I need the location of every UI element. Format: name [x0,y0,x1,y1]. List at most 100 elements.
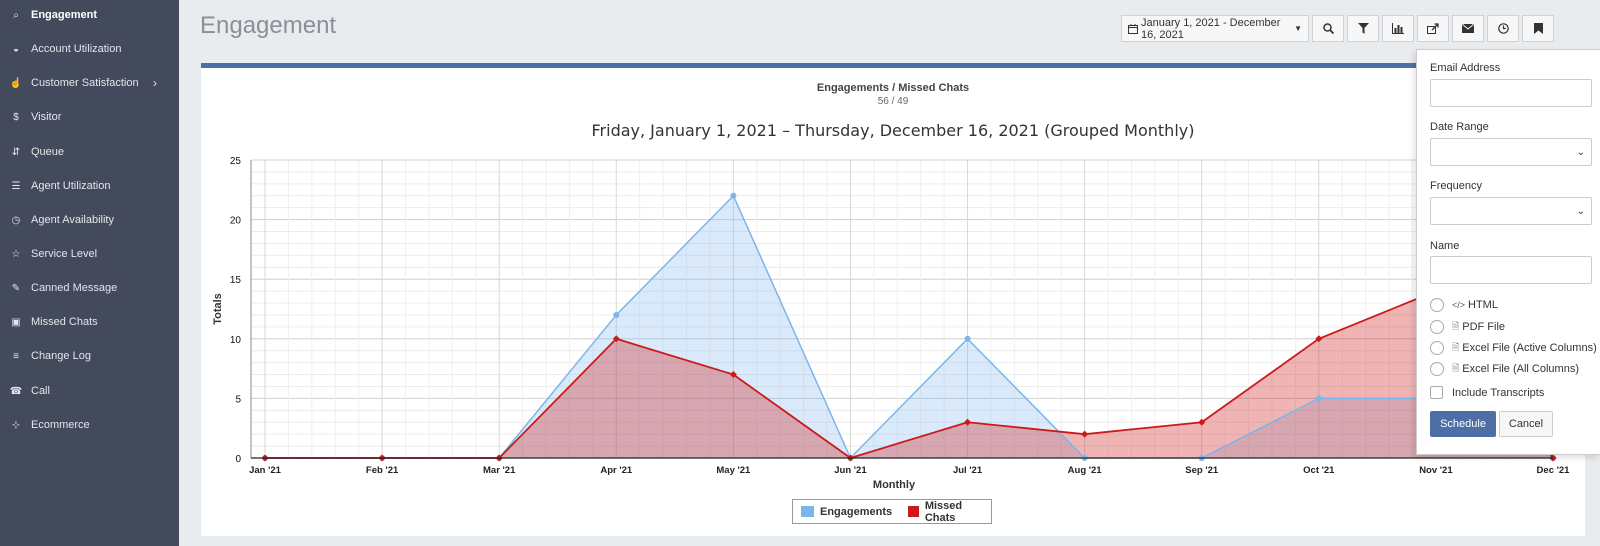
schedule-button[interactable] [1487,15,1519,42]
format-label: PDF File [1462,321,1506,333]
legend-label: Engagements [820,505,893,518]
radio-button[interactable] [1430,362,1444,376]
chat-icon: ⌕ [13,9,19,21]
sidebar-item-service-level[interactable]: ☆ Service Level [0,239,179,269]
dollar-icon: $ [13,111,19,123]
sidebar-item-label: Customer Satisfaction [31,77,139,89]
format-option-html[interactable]: </> HTML [1430,298,1498,312]
chevron-down-icon: ⌄ [1576,206,1585,217]
sidebar-item-ecommerce[interactable]: ⊹ Ecommerce [0,410,179,440]
sidebar-item-label: Account Utilization [31,43,122,55]
chevron-right-icon: › [153,76,157,90]
camera-icon: ▣ [11,316,21,328]
format-label: HTML [1468,299,1498,311]
summary-value: 56 / 49 [877,96,909,107]
sidebar-item-agent-availability[interactable]: ◷ Agent Availability [0,205,179,235]
sidebar-item-label: Call [31,385,50,397]
format-label: Excel File (Active Columns) [1462,342,1597,354]
format-option-excel-active[interactable]: 🗎 Excel File (Active Columns) [1430,340,1597,356]
format-label: Excel File (All Columns) [1462,363,1579,375]
chevron-down-icon: ⌄ [1576,147,1585,158]
schedule-report-form: Email Address Date Range ⌄ Frequency ⌄ N… [1416,49,1600,455]
star-icon: ☆ [11,248,21,260]
frequency-select[interactable]: ⌄ [1430,197,1592,225]
legend-item[interactable]: Engagements [801,506,892,518]
share-button[interactable] [1417,15,1449,42]
phone-icon: ☎ [9,385,23,397]
radio-button[interactable] [1430,298,1444,312]
email-label: Email Address [1430,62,1501,74]
radio-button[interactable] [1430,341,1444,355]
date-range-select[interactable]: ⌄ [1430,138,1592,166]
clock-icon: ◷ [11,214,21,226]
sidebar-item-label: Agent Availability [31,214,114,226]
sidebar-item-queue[interactable]: ⇵ Queue [0,137,179,167]
chart-panel: Engagements / Missed Chats 56 / 49 Frida… [201,63,1585,536]
date-range-label: January 1, 2021 - December 16, 2021 [1141,16,1281,41]
cancel-button[interactable]: Cancel [1499,411,1553,437]
file-pdf-icon: 🗎 [1452,321,1460,331]
sidebar-item-canned-message[interactable]: ✎ Canned Message [0,273,179,303]
include-transcripts-option[interactable]: Include Transcripts [1430,386,1544,399]
date-range-button[interactable]: January 1, 2021 - December 16, 2021 ▼ [1121,15,1309,42]
sidebar-item-account-utilization[interactable]: ◒ Account Utilization [0,34,179,64]
bookmark-button[interactable] [1522,15,1554,42]
date-range-label: Date Range [1430,121,1489,133]
caret-down-icon: ▼ [1294,24,1302,33]
sidebar-item-label: Ecommerce [31,419,90,431]
sort-icon: ⇵ [11,146,21,158]
sidebar-item-label: Queue [31,146,65,158]
sidebar-item-label: Agent Utilization [31,180,111,192]
summary-title: Engagements / Missed Chats [816,82,970,94]
sidebar-item-missed-chats[interactable]: ▣ Missed Chats [0,307,179,337]
thumbs-up-icon: ☝ [9,77,23,89]
bookmark-icon [1533,23,1543,34]
dashboard-icon: ◒ [12,43,20,55]
legend-label: Missed Chats [924,499,963,524]
page-title: Engagement [200,12,337,39]
file-excel-icon: 🗎 [1452,342,1460,352]
edit-icon: ✎ [11,282,21,294]
code-icon: </> [1452,300,1466,310]
schedule-submit-button[interactable]: Schedule [1430,411,1496,437]
bar-chart-icon [1392,23,1404,34]
include-transcripts-checkbox[interactable] [1430,386,1443,399]
include-transcripts-label: Include Transcripts [1452,386,1545,399]
sidebar-item-engagement[interactable]: ⌕ Engagement [0,0,179,30]
sidebar-item-label: Service Level [31,248,98,260]
sidebar-item-change-log[interactable]: ≡ Change Log [0,341,179,371]
format-option-excel-all[interactable]: 🗎 Excel File (All Columns) [1430,361,1579,377]
search-button[interactable] [1312,15,1344,42]
file-excel-icon: 🗎 [1452,363,1460,373]
sidebar-item-label: Change Log [31,350,91,362]
legend-swatch [801,506,814,517]
envelope-icon [1462,24,1474,33]
filter-icon [1357,23,1369,34]
email-button[interactable] [1452,15,1484,42]
toolbar: January 1, 2021 - December 16, 2021 ▼ [1121,15,1557,42]
sidebar-item-label: Engagement [31,9,98,21]
sidebar-item-label: Canned Message [31,282,118,294]
filter-button[interactable] [1347,15,1379,42]
chart-legend: Engagements Missed Chats [792,499,992,524]
list-icon: ☰ [11,180,21,192]
chart-button[interactable] [1382,15,1414,42]
sidebar-item-label: Visitor [31,111,62,123]
name-field[interactable] [1430,256,1592,284]
sidebar-item-call[interactable]: ☎ Call [0,376,179,406]
cart-icon: ⊹ [11,419,21,431]
sidebar-item-agent-utilization[interactable]: ☰ Agent Utilization [0,171,179,201]
legend-item[interactable]: Missed Chats [908,500,983,524]
database-icon: ≡ [13,350,19,362]
search-icon [1322,23,1334,34]
sidebar-item-visitor[interactable]: $ Visitor [0,102,179,132]
calendar-icon [1128,23,1138,34]
format-option-pdf[interactable]: 🗎 PDF File [1430,319,1505,335]
legend-swatch [908,506,919,517]
sidebar-item-customer-satisfaction[interactable]: ☝ Customer Satisfaction › [0,68,179,98]
email-field[interactable] [1430,79,1592,107]
radio-button[interactable] [1430,320,1444,334]
sidebar: ⌕ Engagement ◒ Account Utilization ☝ Customer… [0,0,179,546]
name-label: Name [1430,240,1460,252]
sidebar-item-label: Missed Chats [31,316,98,328]
